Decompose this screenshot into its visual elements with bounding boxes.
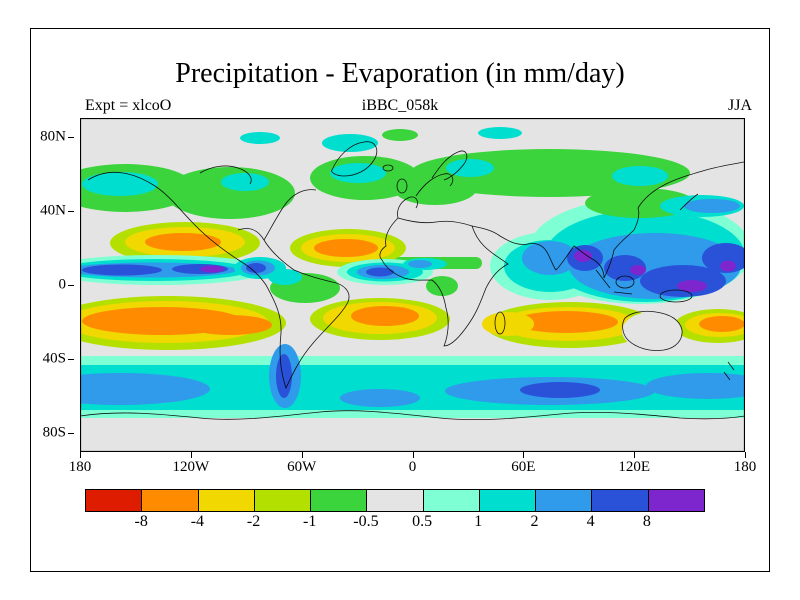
map-plot-area [80, 118, 745, 452]
map-frame [80, 118, 745, 452]
chart-title: Precipitation - Evaporation (in mm/day) [175, 58, 625, 89]
colorbar-boundary-label: 8 [642, 513, 651, 530]
x-tick-label: 120E [618, 459, 650, 475]
run-id-label: iBBC_058k [361, 97, 439, 114]
x-tick-label: 180 [68, 459, 92, 475]
x-tick [745, 452, 746, 458]
x-tick [301, 452, 303, 458]
colorbar-segment [592, 490, 649, 511]
y-tick [68, 433, 74, 435]
x-tick-label: 60E [511, 459, 536, 475]
colorbar-segment [479, 490, 537, 511]
x-tick [523, 452, 525, 458]
y-tick [68, 136, 74, 138]
x-tick-label: 60W [287, 459, 317, 475]
x-tick [634, 452, 636, 458]
colorbar-segment [536, 490, 593, 511]
y-tick [68, 285, 74, 286]
colorbar-segment [367, 490, 424, 511]
x-tick-label: 0 [408, 459, 417, 475]
colorbar-boundary-label: 2 [530, 513, 539, 530]
colorbar-segment [86, 490, 143, 511]
y-tick-label: 80S [42, 424, 66, 441]
y-tick-label: 40N [40, 202, 66, 219]
season-label: JJA [727, 97, 752, 114]
colorbar-segment [254, 490, 312, 511]
colorbar [85, 489, 705, 512]
y-tick-label: 0 [58, 276, 67, 293]
x-tick-label: 180 [733, 459, 757, 475]
x-tick [412, 452, 414, 458]
colorbar-boundary-label: 4 [586, 513, 595, 530]
colorbar-segment [198, 490, 255, 511]
coastlines [80, 141, 745, 421]
y-tick [68, 210, 74, 212]
pe-contour-map [80, 118, 745, 452]
colorbar-segment [648, 490, 704, 511]
colorbar-boundary-label: 0.5 [412, 513, 433, 530]
colorbar-labels: -8 -4 -2 -1 -0.5 0.5 1 2 4 8 [85, 513, 703, 533]
colorbar-boundary-label: -0.5 [353, 513, 379, 530]
x-tick [190, 452, 192, 458]
x-tick [80, 452, 81, 458]
y-tick-label: 40S [42, 350, 66, 367]
pe-field [80, 118, 745, 452]
colorbar-segment [311, 490, 368, 511]
x-tick-label: 120W [172, 459, 210, 475]
colorbar-segment [423, 490, 480, 511]
colorbar-boundary-label: 1 [474, 513, 483, 530]
colorbar-boundary-label: -1 [303, 513, 317, 530]
colorbar-segment [142, 490, 199, 511]
colorbar-boundary-label: -2 [246, 513, 261, 530]
y-tick-label: 80N [40, 128, 66, 145]
experiment-label: Expt = xlcoO [85, 97, 172, 114]
colorbar-boundary-label: -4 [190, 513, 205, 530]
y-tick [68, 359, 74, 361]
colorbar-boundary-label: -8 [134, 513, 148, 530]
